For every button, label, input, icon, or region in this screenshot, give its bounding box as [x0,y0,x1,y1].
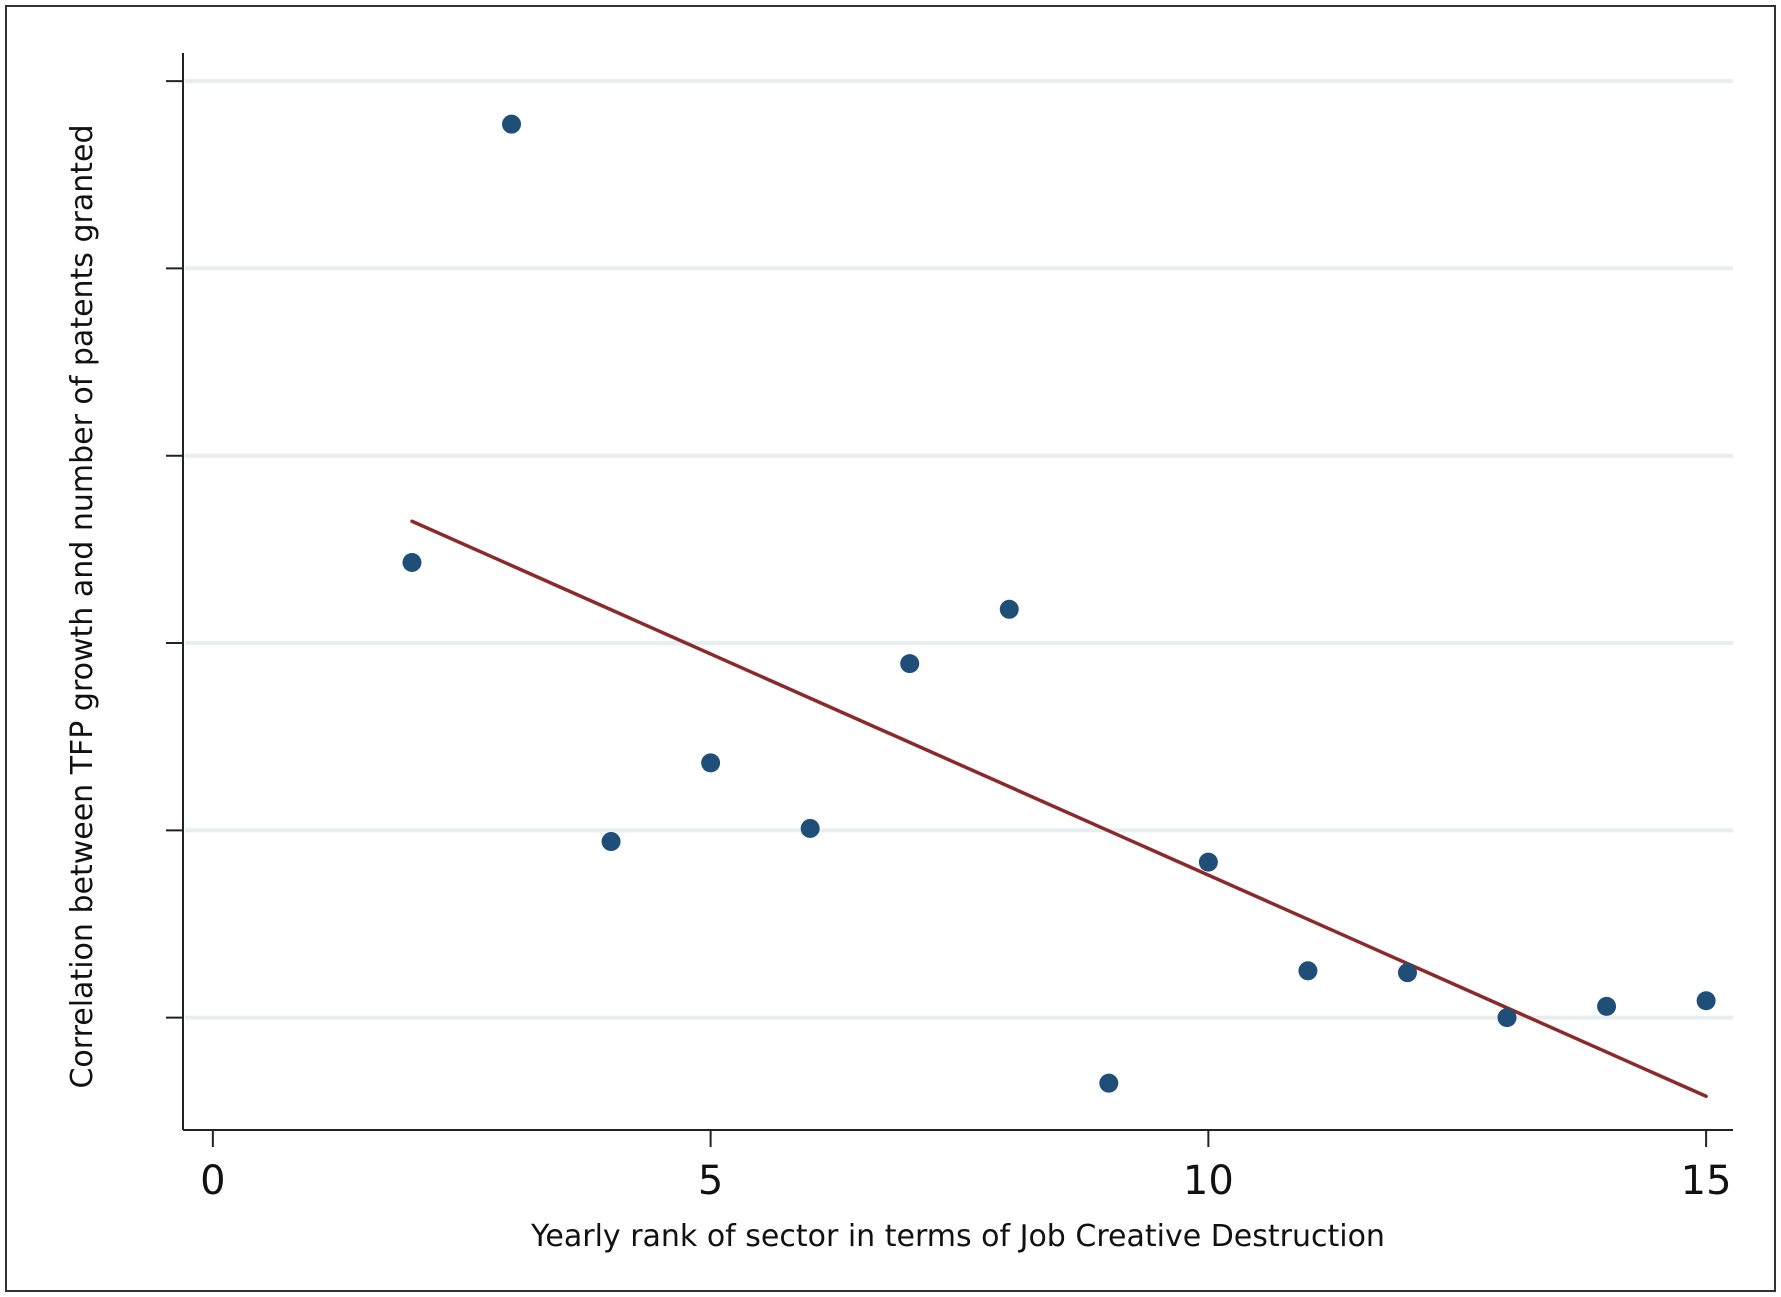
scatter-chart: 0 5 10 15 Yearly rank of sector in terms of… [65,53,1733,1254]
fit-line-group [410,519,1708,1099]
data-point [999,599,1019,619]
data-point [1597,996,1617,1016]
x-axis-title: Yearly rank of sector in terms of Job Cr… [530,1219,1385,1254]
x-tick-label: 15 [1681,1158,1732,1204]
y-axis-title: Correlation between TFP growth and numbe… [65,124,100,1088]
x-axis-ticks: 0 5 10 15 [200,1130,1732,1204]
data-point [701,753,721,773]
chart-frame: 0 5 10 15 Yearly rank of sector in terms of… [5,5,1776,1292]
data-point [1397,963,1417,983]
data-point [1099,1073,1119,1093]
data-point [502,114,522,134]
data-point [800,818,820,838]
y-axis-ticks [166,80,183,1019]
x-tick-label: 5 [698,1158,723,1204]
data-point [1298,961,1318,981]
data-point [601,832,621,852]
data-point [402,552,422,572]
x-tick-label: 0 [200,1158,225,1204]
fit-line [410,519,1708,1099]
x-tick-label: 10 [1183,1158,1234,1204]
data-point [1497,1008,1517,1028]
data-point [1198,852,1218,872]
data-point [900,654,920,674]
data-points [402,114,1716,1093]
axes [182,53,1733,1131]
data-point [1696,991,1716,1011]
grid-lines [185,79,1733,1020]
